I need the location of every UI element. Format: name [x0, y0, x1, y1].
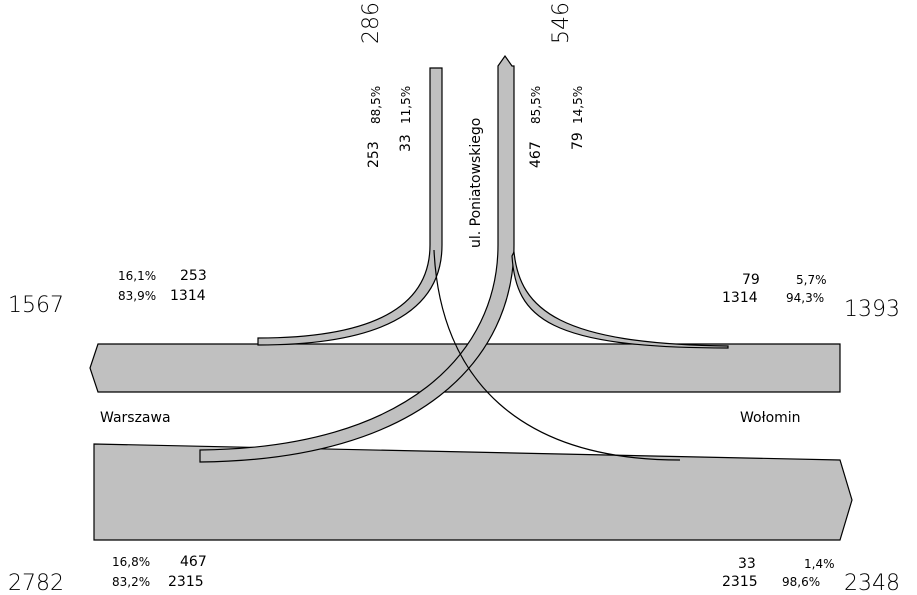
place-east: Wołomin: [740, 410, 801, 426]
street-name: ul. Poniatowskiego: [468, 118, 484, 248]
east-inbound-total: 1393: [844, 297, 900, 322]
north-outbound-val-2: 79: [570, 132, 586, 150]
north-outbound-total: 546: [549, 2, 574, 44]
east-inbound-pct-1: 5,7%: [796, 273, 827, 287]
west-outbound-val-2: 1314: [170, 288, 206, 304]
north-inbound-stream: [257, 67, 443, 346]
north-inbound-val-2: 33: [398, 134, 414, 152]
west-inbound-pct-2: 83,2%: [112, 575, 150, 589]
west-outbound-val-1: 253: [180, 268, 207, 284]
east-inbound-pct-2: 94,3%: [786, 291, 824, 305]
east-outbound-pct-1: 1,4%: [804, 557, 835, 571]
west-outbound-pct-1: 16,1%: [118, 269, 156, 283]
east-outbound-total: 2348: [844, 571, 900, 595]
place-west: Warszawa: [100, 410, 171, 426]
east-outbound-val-1: 33: [738, 556, 756, 572]
west-inbound-pct-1: 16,8%: [112, 555, 150, 569]
north-outbound-pct-1: 85,5%: [529, 86, 543, 124]
east-outbound-pct-2: 98,6%: [782, 575, 820, 589]
north-outbound-pct-2: 14,5%: [571, 86, 585, 124]
north-inbound-pct-2: 11,5%: [399, 86, 413, 124]
west-inbound-total: 2782: [8, 571, 64, 595]
west-outbound-total: 1567: [8, 293, 64, 318]
eastbound-flow-band: [93, 443, 853, 541]
north-inbound-val-1: 253: [366, 141, 382, 168]
east-to-north-curve: [511, 249, 729, 349]
north-outbound-val-1: 467: [528, 141, 544, 168]
west-inbound-val-1: 467: [180, 554, 207, 570]
west-inbound-val-2: 2315: [168, 574, 204, 590]
north-inbound-total: 286: [359, 2, 384, 44]
east-outbound-val-2: 2315: [722, 574, 758, 590]
east-inbound-val-1: 79: [742, 272, 760, 288]
north-outbound-stream: [199, 54, 515, 463]
north-inbound-pct-1: 88,5%: [369, 86, 383, 124]
west-outbound-pct-2: 83,9%: [118, 289, 156, 303]
north-to-east-line: [433, 249, 681, 461]
east-inbound-val-2: 1314: [722, 290, 758, 306]
